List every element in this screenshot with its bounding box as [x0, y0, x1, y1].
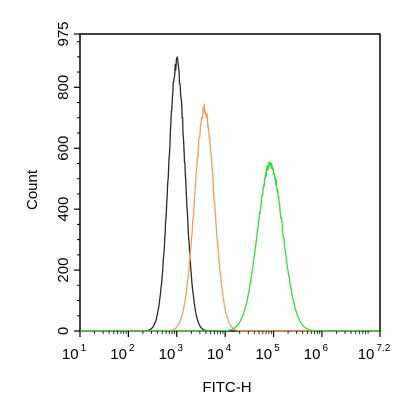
x-axis: 10 1 10 2 10 3 10 4 10 5 10 6 10 7.2 [62, 331, 391, 363]
y-tick-label-2: 400 [55, 197, 72, 222]
series-line-2 [79, 161, 380, 332]
y-tick-label-1: 200 [55, 258, 72, 283]
y-tick-label-3: 600 [55, 136, 72, 161]
series-line-0 [79, 56, 380, 332]
x-tick-label-1: 10 2 [110, 343, 135, 363]
series-layer [79, 56, 380, 332]
y-axis: 0 200 400 600 800 975 [55, 21, 80, 335]
y-tick-label-0: 0 [55, 327, 72, 335]
x-tick-label-6: 10 7.2 [358, 343, 391, 363]
x-axis-label: FITC-H [202, 379, 251, 396]
series-line-1 [79, 103, 380, 332]
plot-frame [79, 33, 381, 332]
x-tick-label-5: 10 6 [304, 343, 329, 363]
plot-area [79, 33, 381, 332]
y-axis-label: Count [24, 169, 41, 210]
x-tick-label-3: 10 4 [207, 343, 232, 363]
y-tick-label-4: 800 [55, 75, 72, 100]
x-tick-label-0: 10 1 [62, 343, 87, 363]
x-tick-label-4: 10 5 [255, 343, 280, 363]
y-tick-label-5: 975 [55, 21, 72, 46]
x-tick-label-2: 10 3 [159, 343, 184, 363]
